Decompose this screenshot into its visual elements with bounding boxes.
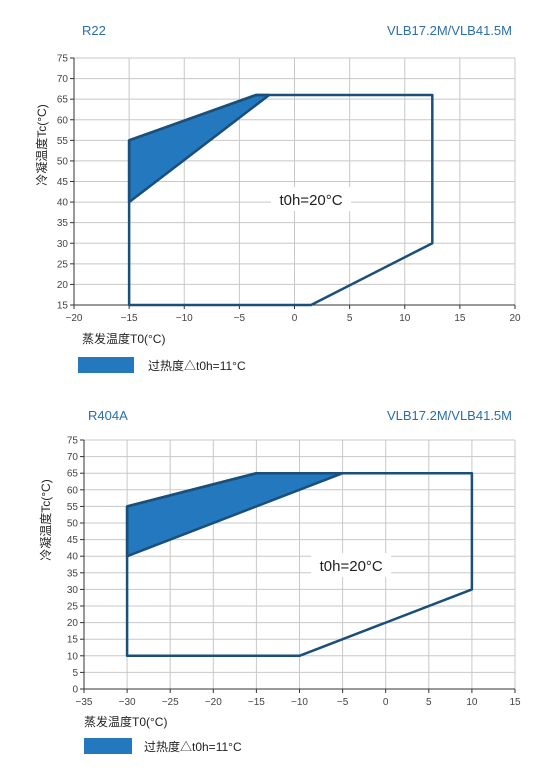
y-tick-label: 25: [67, 602, 79, 613]
x-tick-label: 5: [426, 697, 432, 708]
x-tick-label: −20: [205, 697, 222, 708]
plot-area: 15 20 25 30 35 40 45 50 55 60 65 70 75 −20 −15 −10 −5 0 5 1…: [57, 54, 521, 325]
y-tick-label: 45: [67, 535, 79, 546]
chart-r22: 15 20 25 30 35 40 45 50 55 60 65 70 75 −20 −15 −10 −5 0 5 1…: [0, 0, 552, 385]
y-axis-title: 冷凝温度Tc(°C): [34, 104, 49, 185]
y-tick-label: 50: [67, 519, 79, 530]
x-tick-label: 15: [509, 697, 521, 708]
y-tick-label: 10: [67, 651, 79, 662]
x-tick-label: 10: [399, 313, 411, 324]
x-tick-label: −10: [291, 697, 308, 708]
operating-envelope: [125, 471, 474, 658]
y-tick-label: 25: [57, 259, 69, 270]
y-tick-label: 35: [67, 568, 79, 579]
y-tick-label: 40: [57, 198, 69, 209]
x-tick-label: 10: [466, 697, 478, 708]
legend-swatch: [84, 738, 132, 754]
superheat-region: [125, 471, 344, 558]
y-tick-label: 65: [57, 95, 69, 106]
y-tick-label: 65: [67, 469, 79, 480]
y-tick-label: 15: [67, 635, 79, 646]
y-tick-label: 70: [67, 452, 79, 463]
y-tick-label: 40: [67, 552, 79, 563]
y-tick-label: 55: [57, 136, 69, 147]
annotation-bg: [311, 553, 392, 578]
x-tick-label: −35: [76, 697, 93, 708]
y-tick-label: 20: [67, 618, 79, 629]
x-tick-label: −25: [162, 697, 179, 708]
x-tick-label: 0: [292, 313, 298, 324]
legend-label: 过热度△t0h=11°C: [144, 739, 242, 754]
y-tick-label: 60: [67, 485, 79, 496]
y-tick-label: 15: [57, 301, 69, 312]
annotation-bg: [271, 187, 352, 212]
superheat-region: [127, 93, 271, 204]
x-tick-label: 15: [454, 313, 466, 324]
operating-envelope: [127, 93, 434, 307]
refrigerant-title: R22: [82, 23, 106, 38]
x-tick-label: −15: [248, 697, 265, 708]
y-tick-label: 20: [57, 280, 69, 291]
x-tick-label: −15: [121, 313, 138, 324]
model-title: VLB17.2M/VLB41.5M: [387, 23, 512, 38]
legend-swatch: [78, 357, 134, 373]
x-tick-label: 5: [347, 313, 353, 324]
x-tick-label: 20: [509, 313, 521, 324]
y-tick-label: 55: [67, 502, 79, 513]
y-tick-label: 75: [57, 54, 69, 65]
y-tick-label: 35: [57, 218, 69, 229]
legend-label: 过热度△t0h=11°C: [148, 358, 246, 373]
chart-r404a: 0 5 10 15 20 25 30 35 40 45 50 55 60 65 70 75 −35 −30 −25−…: [0, 390, 552, 775]
y-tick-label: 75: [67, 436, 79, 447]
annotation-label: t0h=20°C: [320, 558, 383, 575]
y-tick-label: 0: [72, 685, 78, 696]
x-tick-label: −10: [176, 313, 193, 324]
annotation-label: t0h=20°C: [279, 192, 342, 209]
y-tick-label: 30: [57, 239, 69, 250]
x-tick-label: −30: [119, 697, 136, 708]
x-axis-title: 蒸发温度T0(°C): [84, 714, 167, 729]
refrigerant-title: R404A: [88, 408, 128, 423]
model-title: VLB17.2M/VLB41.5M: [387, 408, 512, 423]
y-axis-title: 冷凝温度Tc(°C): [38, 479, 53, 560]
y-tick-label: 30: [67, 585, 79, 596]
x-tick-label: −5: [337, 697, 349, 708]
x-tick-label: 0: [383, 697, 389, 708]
x-tick-label: −5: [234, 313, 246, 324]
chart-r22-svg: 15 20 25 30 35 40 45 50 55 60 65 70 75 −20 −15 −10 −5 0 5 1…: [34, 23, 521, 373]
y-tick-label: 5: [72, 668, 78, 679]
y-tick-label: 70: [57, 74, 69, 85]
x-tick-label: −20: [66, 313, 83, 324]
y-tick-label: 60: [57, 115, 69, 126]
x-axis-title: 蒸发温度T0(°C): [82, 331, 165, 346]
y-tick-label: 50: [57, 156, 69, 167]
y-tick-label: 45: [57, 177, 69, 188]
